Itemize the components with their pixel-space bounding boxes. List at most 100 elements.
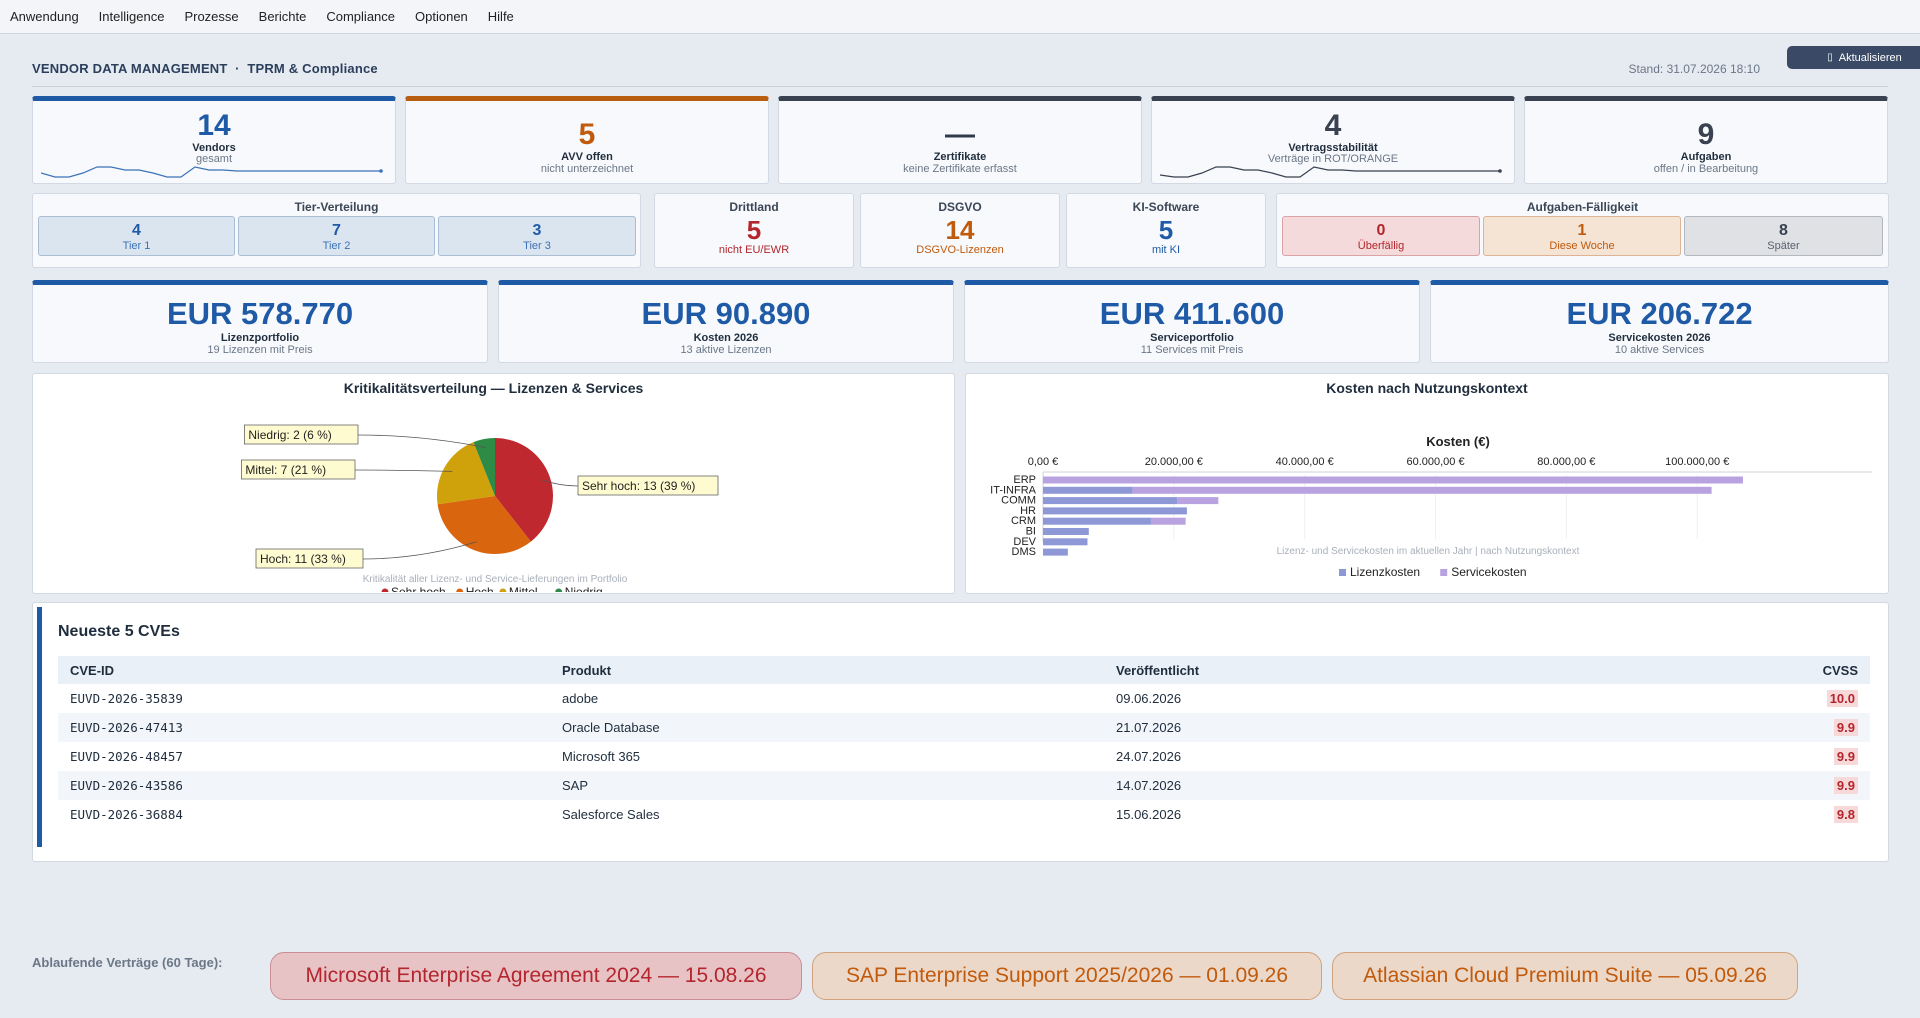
menu-compliance[interactable]: Compliance (326, 9, 396, 24)
expiring-contract-pill[interactable]: Microsoft Enterprise Agreement 2024 — 15… (270, 952, 802, 1000)
table-row[interactable]: EUVD-2026-35839 adobe 09.06.2026 10.0 (58, 684, 1870, 713)
y-tick-label: HR (1020, 505, 1036, 517)
bar-servicekosten (1150, 517, 1186, 525)
x-tick-label: 20.000,00 € (1145, 456, 1203, 468)
cve-date: 14.07.2026 (1104, 771, 1597, 800)
page-header: VENDOR DATA MANAGEMENT · TPRM & Complian… (32, 56, 1888, 87)
tier-1-value: 4 (132, 222, 141, 239)
bar-lizenzkosten (1043, 507, 1187, 515)
pie-leader-line (354, 469, 453, 472)
money-sub: 11 Services mit Preis (1140, 344, 1244, 356)
task-overdue-box[interactable]: 0 Überfällig (1282, 216, 1480, 256)
expiring-contract-pill[interactable]: Atlassian Cloud Premium Suite — 05.09.26 (1332, 952, 1798, 1000)
kpi-avv[interactable]: 5 AVV offen nicht unterzeichnet (405, 96, 769, 184)
cvss-badge: 10.0 (1826, 690, 1858, 707)
cve-product: Salesforce Sales (562, 807, 660, 822)
task-later-box[interactable]: 8 Später (1684, 216, 1883, 256)
ki-software-card[interactable]: KI-Software 5 mit KI (1066, 193, 1266, 268)
pie-caption: Kritikalität aller Lizenz- und Service-L… (363, 574, 628, 585)
cvss-badge: 9.9 (1833, 748, 1858, 765)
cve-product: Microsoft 365 (562, 749, 641, 764)
table-row[interactable]: EUVD-2026-47413 Oracle Database 21.07.20… (58, 713, 1870, 742)
pie-slice-hoch (437, 496, 531, 554)
cve-product: adobe (562, 691, 599, 706)
pie-slice-label: Mittel: 7 (21 %) (245, 463, 326, 477)
dsgvo-card[interactable]: DSGVO 14 DSGVO-Lizenzen (860, 193, 1060, 268)
drittland-value: 5 (746, 215, 762, 245)
col-veroeffentlicht[interactable]: Veröffentlicht (1104, 656, 1597, 684)
menu-hilfe[interactable]: Hilfe (487, 9, 514, 24)
tier-1-label: Tier 1 (122, 240, 151, 252)
menu-optionen[interactable]: Optionen (415, 9, 468, 24)
col-cvss[interactable]: CVSS (1596, 656, 1870, 684)
menu-prozesse[interactable]: Prozesse (184, 9, 239, 24)
legend-marker (1440, 569, 1448, 576)
ki-software-value: 5 (1158, 215, 1174, 245)
menu-anwendung[interactable]: Anwendung (10, 9, 79, 24)
x-tick-label: 40.000,00 € (1276, 456, 1334, 468)
kpi-aufgaben[interactable]: 9 Aufgaben offen / in Bearbeitung (1524, 96, 1888, 184)
col-produkt[interactable]: Produkt (550, 656, 1104, 684)
kpi-label: Vendors (192, 142, 236, 154)
cve-date: 21.07.2026 (1104, 713, 1597, 742)
cve-date: 09.06.2026 (1116, 691, 1182, 706)
task-this-week-label: Diese Woche (1549, 240, 1615, 252)
col-cve-id[interactable]: CVE-ID (58, 656, 550, 684)
legend-label: Servicekosten (1451, 565, 1526, 579)
cve-title: Neueste 5 CVEs (58, 623, 180, 640)
task-due-title: Aufgaben-Fälligkeit (1526, 200, 1639, 214)
dsgvo-label: DSGVO-Lizenzen (916, 244, 1004, 256)
bar-lizenzkosten (1043, 497, 1178, 505)
cve-id: EUVD-2026-47413 (58, 713, 550, 742)
money-servicekosten-2026[interactable]: EUR 206.722 Servicekosten 2026 10 aktive… (1430, 280, 1889, 363)
y-tick-label: DMS (1012, 546, 1036, 558)
kpi-sub: Verträge in ROT/ORANGE (1267, 153, 1399, 165)
tier-2-label: Tier 2 (322, 240, 351, 252)
cve-product: SAP (550, 771, 1104, 800)
pie-chart: Sehr hoch: 13 (39 %) Hoch: 11 (33 %) Mitte… (240, 424, 719, 592)
tier-2-box[interactable]: 7 Tier 2 (238, 216, 435, 256)
vendors-sparkline (41, 166, 383, 178)
task-overdue-label: Überfällig (1357, 240, 1405, 252)
tier-1-box[interactable]: 4 Tier 1 (38, 216, 235, 256)
bar-caption: Lizenz- und Servicekosten im aktuellen J… (1277, 546, 1580, 557)
bar-lizenzkosten (1043, 528, 1089, 535)
pie-leader-line (357, 434, 486, 448)
pie-leader-line (362, 541, 477, 560)
bar-servicekosten (1043, 476, 1743, 484)
kpi-zertifikate[interactable]: — Zertifikate keine Zertifikate erfasst (778, 96, 1142, 184)
menu-bar: Anwendung Intelligence Prozesse Berichte… (0, 0, 1920, 34)
pie-leader-line (541, 479, 579, 487)
legend-marker (1339, 569, 1346, 576)
cve-id: EUVD-2026-48457 (70, 749, 183, 764)
bar-servicekosten (1132, 486, 1712, 494)
refresh-button[interactable]: ▯ Aktualisieren (1787, 46, 1920, 69)
dsgvo-value: 14 (945, 215, 975, 245)
expiring-contract-pill[interactable]: SAP Enterprise Support 2025/2026 — 01.09… (812, 952, 1322, 1000)
kpi-sub: keine Zertifikate erfasst (903, 163, 1017, 175)
tier-3-box[interactable]: 3 Tier 3 (438, 216, 636, 256)
table-row[interactable]: EUVD-2026-48457 Microsoft 365 24.07.2026… (58, 742, 1870, 771)
menu-berichte[interactable]: Berichte (258, 9, 307, 24)
pie-slice-sehr-hoch (495, 438, 554, 542)
money-kosten-2026[interactable]: EUR 90.890 Kosten 2026 13 aktive Lizenze… (498, 280, 954, 363)
cve-id: EUVD-2026-35839 (70, 691, 183, 706)
money-lizenzportfolio[interactable]: EUR 578.770 Lizenzportfolio 19 Lizenzen … (32, 280, 488, 363)
legend-marker (456, 588, 464, 592)
pie-label-box (240, 459, 356, 480)
x-tick-label: 80.000,00 € (1537, 456, 1595, 468)
money-sub: 13 aktive Lizenzen (680, 344, 772, 356)
money-serviceportfolio[interactable]: EUR 411.600 Serviceportfolio 11 Services… (964, 280, 1420, 363)
pie-slice-mittel (437, 442, 495, 505)
drittland-card[interactable]: Drittland 5 nicht EU/EWR (654, 193, 854, 268)
table-row[interactable]: EUVD-2026-36884 Salesforce Sales 15.06.2… (58, 800, 1870, 829)
menu-intelligence[interactable]: Intelligence (98, 9, 165, 24)
kpi-vendors[interactable]: 14 Vendors gesamt (32, 96, 396, 184)
task-this-week-value: 1 (1577, 222, 1587, 239)
table-row[interactable]: EUVD-2026-43586 SAP 14.07.2026 9.9 (58, 771, 1870, 800)
tier-2-value: 7 (332, 222, 341, 239)
y-tick-label: IT-INFRA (990, 484, 1036, 496)
task-due-panel: Aufgaben-Fälligkeit 0 Überfällig 1 Diese… (1276, 193, 1889, 268)
task-this-week-box[interactable]: 1 Diese Woche (1483, 216, 1681, 256)
kpi-vertragsstabilitaet[interactable]: 4 Vertragsstabilität Verträge in ROT/ORA… (1151, 96, 1515, 184)
